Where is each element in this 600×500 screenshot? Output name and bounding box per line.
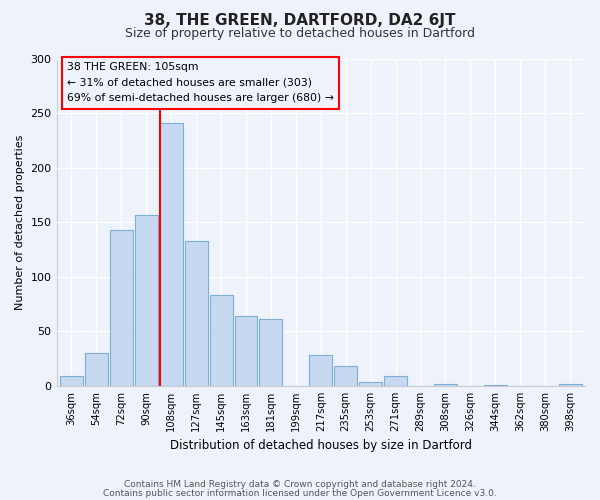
Bar xyxy=(135,215,158,386)
Bar xyxy=(310,356,332,386)
X-axis label: Distribution of detached houses by size in Dartford: Distribution of detached houses by size … xyxy=(170,440,472,452)
Bar xyxy=(185,241,208,386)
Text: Size of property relative to detached houses in Dartford: Size of property relative to detached ho… xyxy=(125,28,475,40)
Bar xyxy=(434,384,457,386)
Bar xyxy=(85,353,108,386)
Y-axis label: Number of detached properties: Number of detached properties xyxy=(15,135,25,310)
Text: Contains public sector information licensed under the Open Government Licence v3: Contains public sector information licen… xyxy=(103,488,497,498)
Bar xyxy=(160,124,182,386)
Bar xyxy=(359,382,382,386)
Bar xyxy=(259,320,283,386)
Bar xyxy=(235,316,257,386)
Bar xyxy=(209,296,233,386)
Bar xyxy=(484,385,507,386)
Bar xyxy=(334,366,357,386)
Bar xyxy=(110,230,133,386)
Bar xyxy=(384,376,407,386)
Bar xyxy=(559,384,581,386)
Bar xyxy=(60,376,83,386)
Text: 38, THE GREEN, DARTFORD, DA2 6JT: 38, THE GREEN, DARTFORD, DA2 6JT xyxy=(144,12,456,28)
Text: Contains HM Land Registry data © Crown copyright and database right 2024.: Contains HM Land Registry data © Crown c… xyxy=(124,480,476,489)
Text: 38 THE GREEN: 105sqm
← 31% of detached houses are smaller (303)
69% of semi-deta: 38 THE GREEN: 105sqm ← 31% of detached h… xyxy=(67,62,334,104)
